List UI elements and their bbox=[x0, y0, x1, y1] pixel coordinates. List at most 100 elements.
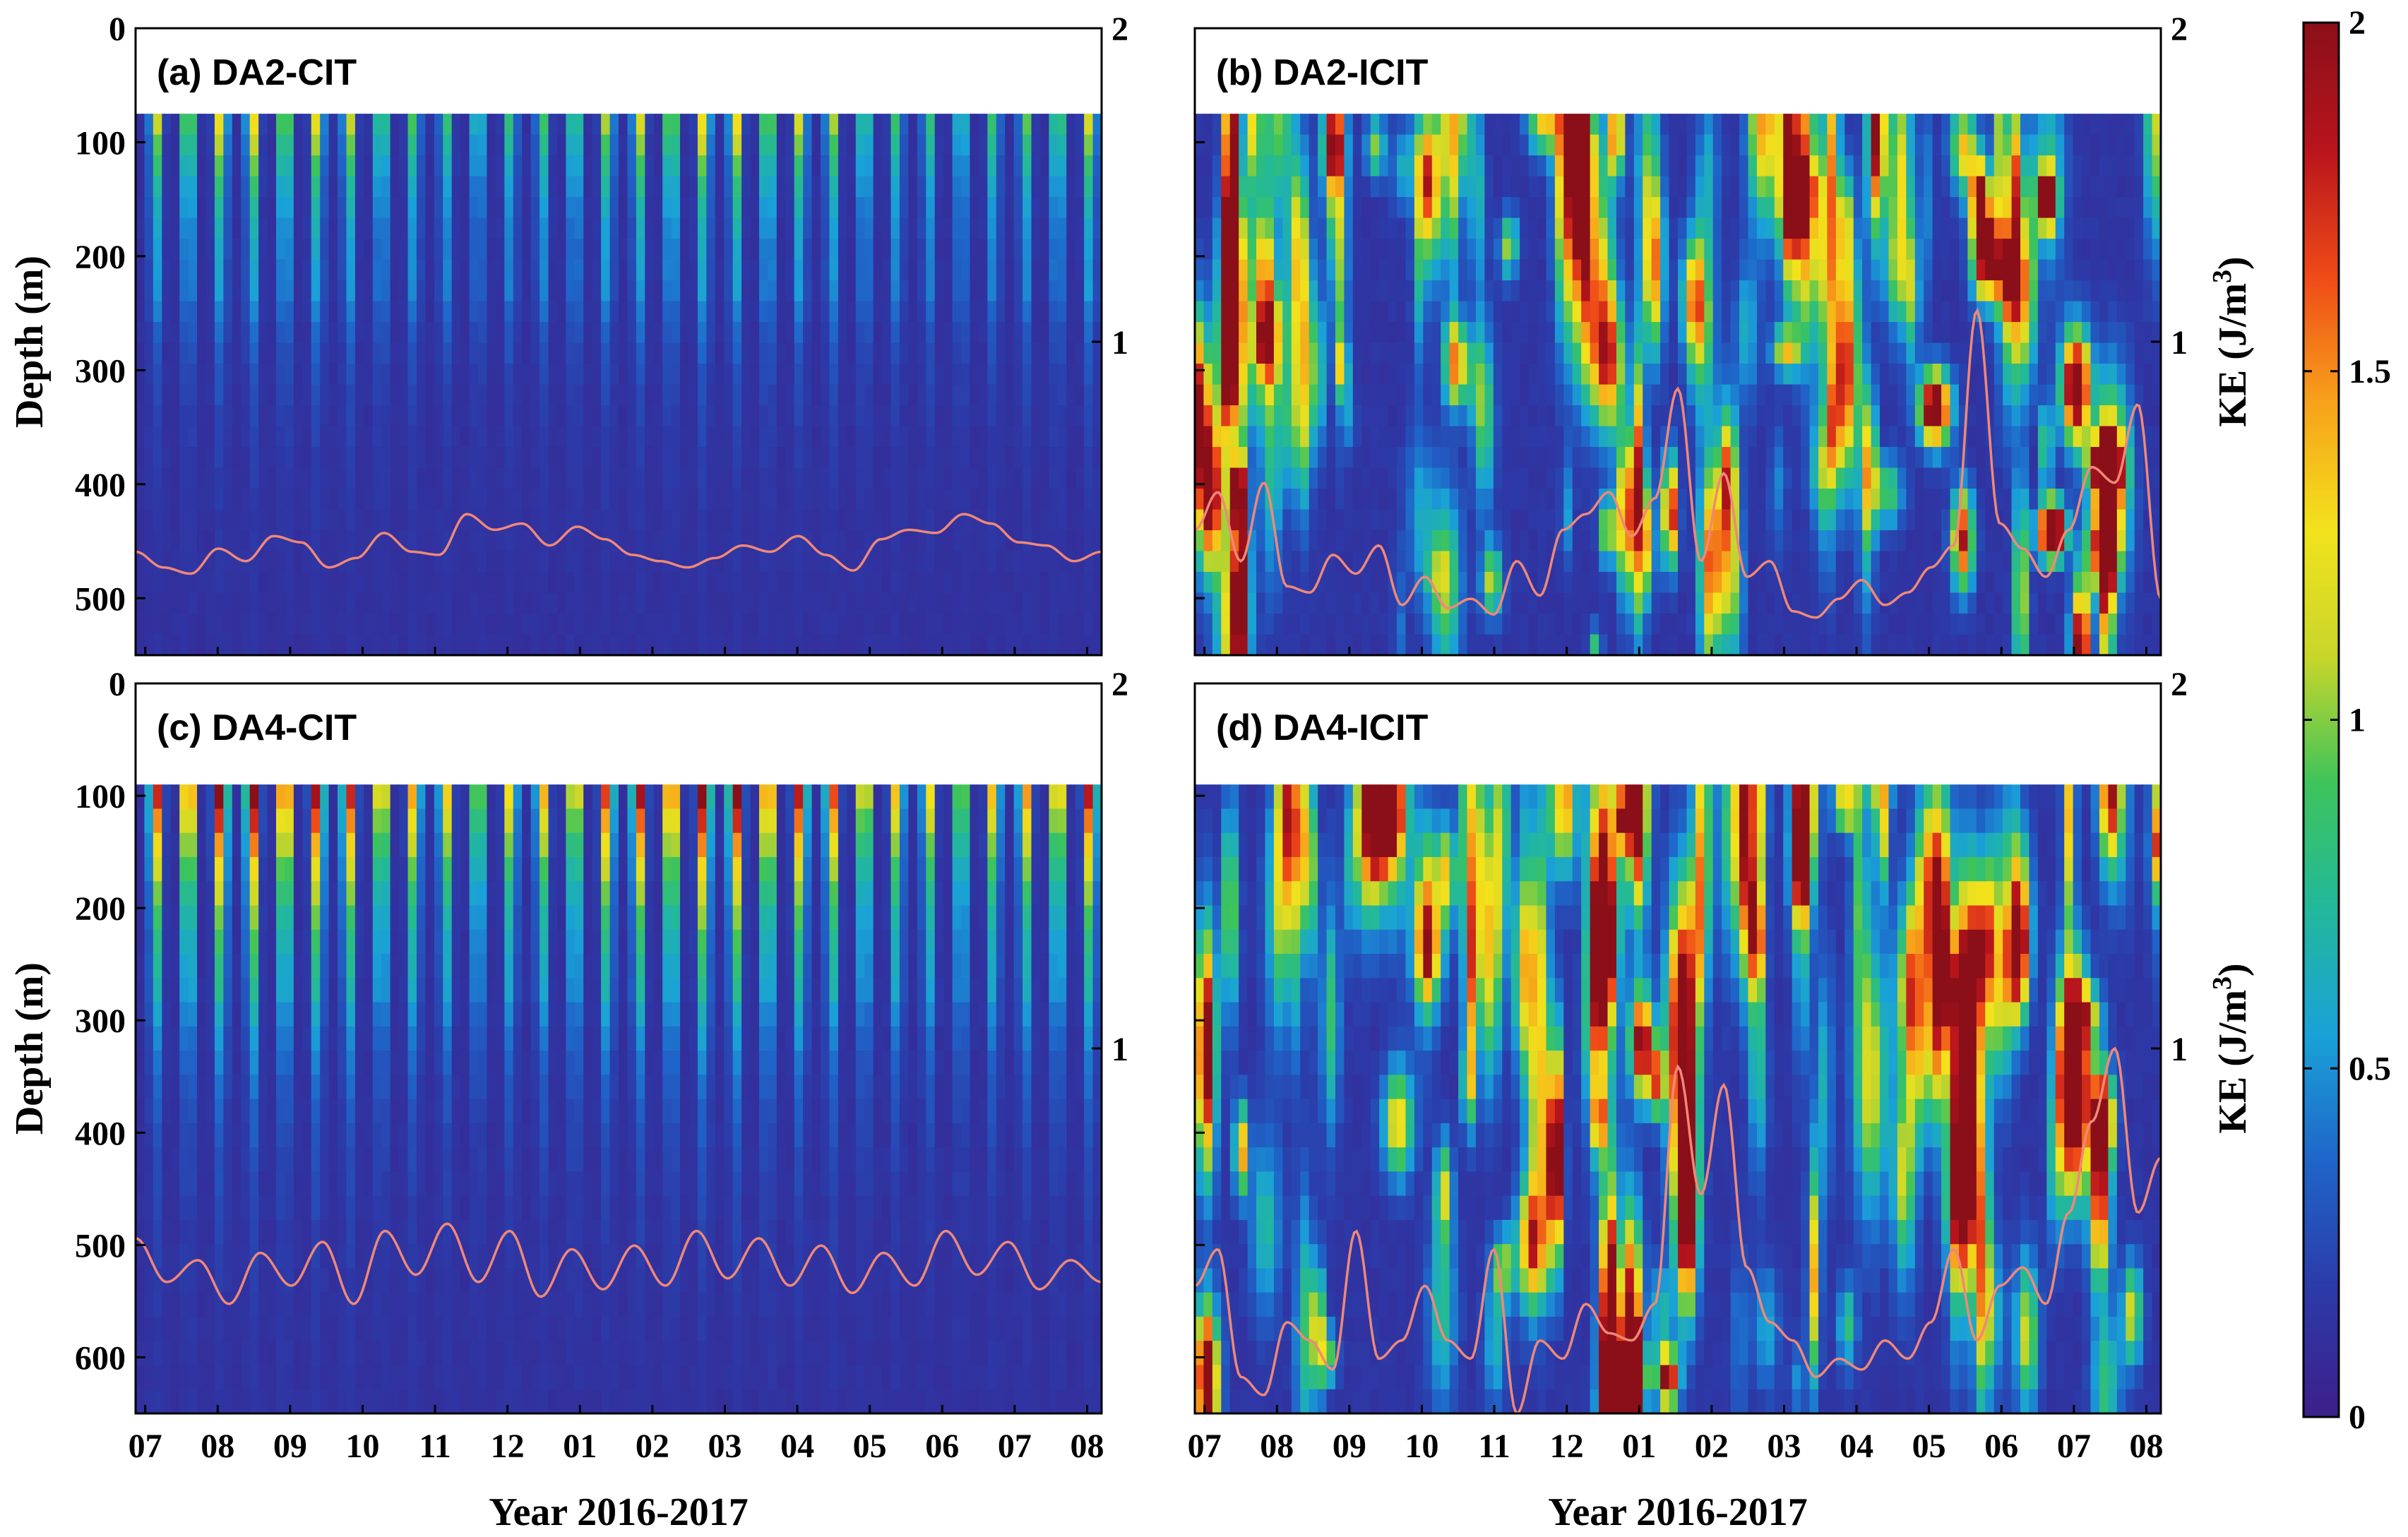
heatmap-cell bbox=[1449, 197, 1459, 219]
heatmap-cell bbox=[917, 509, 927, 531]
heatmap-cell bbox=[609, 634, 619, 656]
heatmap-cell bbox=[302, 489, 312, 510]
heatmap-cell bbox=[1730, 217, 1740, 239]
heatmap-cell bbox=[1554, 614, 1565, 635]
heatmap-cell bbox=[680, 426, 690, 448]
heatmap-cell bbox=[1039, 530, 1050, 552]
heatmap-cell bbox=[1309, 509, 1318, 531]
heatmap-cell bbox=[768, 384, 777, 406]
heatmap-cell bbox=[478, 634, 488, 656]
heatmap-cell bbox=[1379, 572, 1389, 594]
heatmap-cell bbox=[926, 259, 936, 281]
heatmap-cell bbox=[1423, 614, 1433, 635]
heatmap-cell bbox=[794, 301, 804, 323]
heatmap-cell bbox=[1282, 426, 1292, 448]
heatmap-cell bbox=[1809, 614, 1819, 635]
heatmap-cell bbox=[689, 155, 698, 177]
heatmap-cell bbox=[619, 239, 628, 261]
heatmap-cell bbox=[609, 405, 619, 427]
heatmap-cell bbox=[750, 551, 760, 573]
heatmap-cell bbox=[890, 155, 900, 177]
heatmap-cell bbox=[609, 239, 619, 261]
heatmap-cell bbox=[1792, 322, 1801, 344]
heatmap-cell bbox=[785, 489, 795, 510]
heatmap-cell bbox=[548, 259, 558, 281]
heatmap-cell bbox=[908, 384, 918, 406]
heatmap-cell bbox=[1801, 301, 1811, 323]
heatmap-cell bbox=[328, 551, 338, 573]
heatmap-cell bbox=[1300, 301, 1310, 323]
heatmap-cell bbox=[425, 384, 435, 406]
heatmap-cell bbox=[1748, 217, 1758, 239]
heatmap-cell bbox=[1309, 342, 1318, 364]
heatmap-cell bbox=[1862, 384, 1872, 406]
heatmap-cell bbox=[1195, 634, 1205, 656]
heatmap-cell bbox=[697, 134, 708, 156]
heatmap-cell bbox=[1023, 447, 1032, 469]
heatmap-cell bbox=[522, 259, 532, 281]
heatmap-cell bbox=[372, 509, 383, 531]
heatmap-cell bbox=[821, 114, 830, 136]
heatmap-cell bbox=[1669, 634, 1679, 656]
heatmap-cell bbox=[188, 530, 198, 552]
heatmap-cell bbox=[1599, 572, 1609, 594]
heatmap-cell bbox=[540, 467, 549, 489]
heatmap-cell bbox=[1203, 114, 1213, 136]
heatmap-cell bbox=[1467, 114, 1477, 136]
heatmap-cell bbox=[662, 489, 672, 510]
heatmap-cell bbox=[1239, 342, 1248, 364]
heatmap-cell bbox=[1057, 217, 1068, 239]
heatmap-cell bbox=[1510, 447, 1520, 469]
heatmap-cell bbox=[1326, 530, 1336, 552]
heatmap-cell bbox=[548, 572, 558, 594]
heatmap-cell bbox=[1765, 197, 1775, 219]
heatmap-cell bbox=[662, 280, 672, 302]
heatmap-cell bbox=[285, 572, 294, 594]
heatmap-cell bbox=[416, 155, 427, 177]
heatmap-cell bbox=[794, 239, 804, 261]
heatmap-cell bbox=[864, 259, 874, 281]
heatmap-cell bbox=[1221, 551, 1231, 573]
heatmap-cell bbox=[864, 155, 874, 177]
heatmap-cell bbox=[811, 301, 821, 323]
heatmap-cell bbox=[223, 239, 233, 261]
heatmap-cell bbox=[899, 197, 910, 219]
heatmap-cell bbox=[381, 489, 391, 510]
heatmap-cell bbox=[416, 239, 427, 261]
heatmap-cell bbox=[443, 530, 453, 552]
heatmap-cell bbox=[768, 551, 777, 573]
heatmap-cell bbox=[1049, 405, 1059, 427]
heatmap-cell bbox=[1212, 467, 1222, 489]
heatmap-cell bbox=[1013, 467, 1023, 489]
heatmap-cell bbox=[1084, 301, 1094, 323]
heatmap-cell bbox=[285, 342, 294, 364]
heatmap-cell bbox=[495, 364, 506, 385]
heatmap-cell bbox=[1291, 530, 1301, 552]
heatmap-cell bbox=[1335, 176, 1345, 198]
heatmap-cell bbox=[1221, 447, 1231, 469]
heatmap-cell bbox=[364, 134, 374, 156]
heatmap-cell bbox=[1651, 447, 1661, 469]
heatmap-cell bbox=[996, 322, 1006, 344]
heatmap-cell bbox=[1502, 239, 1512, 261]
heatmap-cell bbox=[1066, 134, 1076, 156]
heatmap-cell bbox=[1441, 467, 1450, 489]
heatmap-cell bbox=[1265, 467, 1275, 489]
heatmap-cell bbox=[890, 322, 900, 344]
heatmap-cell bbox=[566, 467, 576, 489]
heatmap-cell bbox=[434, 509, 444, 531]
heatmap-cell bbox=[311, 467, 321, 489]
heatmap-cell bbox=[741, 614, 751, 635]
heatmap-cell bbox=[188, 342, 198, 364]
heatmap-cell bbox=[1563, 592, 1573, 614]
heatmap-cell bbox=[1572, 592, 1582, 614]
heatmap-cell bbox=[1031, 364, 1041, 385]
heatmap-cell bbox=[513, 259, 523, 281]
heatmap-cell bbox=[434, 197, 444, 219]
heatmap-cell bbox=[425, 509, 435, 531]
heatmap-cell bbox=[153, 114, 163, 136]
heatmap-cell bbox=[416, 280, 427, 302]
heatmap-cell bbox=[407, 301, 417, 323]
heatmap-cell bbox=[1282, 155, 1292, 177]
heatmap-cell bbox=[153, 572, 163, 594]
